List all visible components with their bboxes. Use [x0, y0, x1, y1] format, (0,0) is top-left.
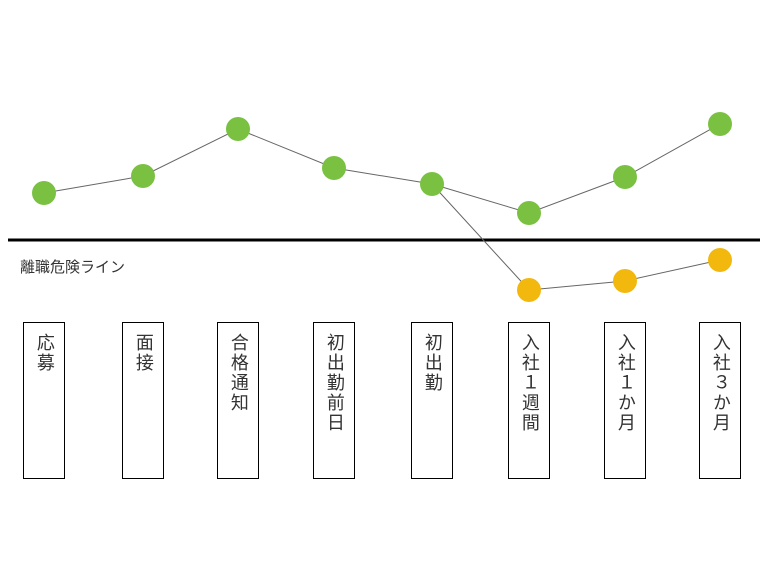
category-label: 初出勤	[422, 333, 442, 393]
category-box: 応募	[23, 322, 65, 479]
category-label: 初出勤前日	[324, 333, 344, 433]
category-label: 入社３か月	[710, 333, 730, 433]
category-box: 入社１か月	[604, 322, 646, 479]
threshold-label: 離職危険ライン	[20, 256, 125, 277]
chart-stage: 離職危険ライン 応募 面接 合格通知 初出勤前日 初出勤 入社１週間 入社１か月 入社３か月	[0, 0, 760, 570]
category-label: 合格通知	[228, 333, 248, 413]
category-box: 合格通知	[217, 322, 259, 479]
category-label: 面接	[133, 333, 153, 373]
category-box: 面接	[122, 322, 164, 479]
category-box: 初出勤	[411, 322, 453, 479]
chart-svg	[0, 0, 760, 570]
category-box: 初出勤前日	[313, 322, 355, 479]
category-box: 入社１週間	[508, 322, 550, 479]
category-label: 入社１週間	[519, 333, 539, 433]
category-label: 応募	[34, 333, 54, 373]
category-box: 入社３か月	[699, 322, 741, 479]
category-label: 入社１か月	[615, 333, 635, 433]
